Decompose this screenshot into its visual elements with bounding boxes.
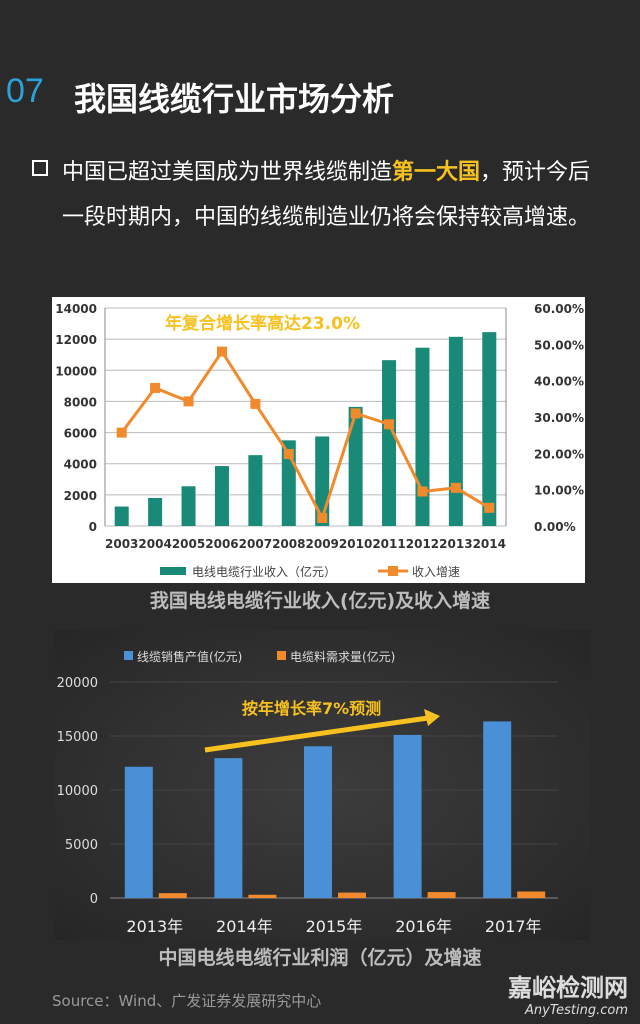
bar-material [427, 892, 456, 898]
x-tick-label: 2017年 [485, 917, 542, 936]
y2-tick-label: 0.00% [534, 520, 576, 534]
y-tick-label: 15000 [57, 730, 98, 745]
growth-line [120, 348, 491, 522]
legend-swatch-bar [160, 567, 186, 575]
x-tick-label: 2014年 [216, 917, 273, 936]
y-tick-label: 0 [90, 892, 98, 907]
growth-point [450, 482, 461, 493]
growth-point [250, 398, 261, 409]
x-tick-label: 2013年 [126, 917, 183, 936]
growth-point [384, 419, 395, 430]
chart1-caption: 我国电线电缆行业收入(亿元)及收入增速 [149, 590, 491, 612]
x-tick-label: 2007 [239, 537, 272, 551]
y-tick-label: 12000 [55, 333, 97, 347]
x-tick-label: 2015年 [306, 917, 363, 936]
source-text: Source：Wind、广发证券发展研究中心 [52, 992, 322, 1010]
y-tick-label: 0 [89, 520, 97, 534]
trend-arrow-shaft [204, 715, 429, 753]
bar [114, 506, 129, 526]
y2-tick-label: 50.00% [534, 338, 584, 352]
y-tick-label: 20000 [57, 676, 98, 691]
chart1-annotation: 年复合增长率高达23.0% [165, 313, 360, 334]
y-tick-label: 10000 [57, 784, 98, 799]
legend-swatch [277, 651, 286, 660]
bar [348, 406, 363, 526]
bar-material [517, 891, 546, 898]
y-tick-label: 10000 [55, 364, 97, 378]
x-tick-label: 2003 [105, 537, 138, 551]
y-tick-label: 2000 [64, 489, 97, 503]
growth-point [183, 396, 194, 407]
growth-point [317, 513, 328, 524]
bar-material [158, 893, 187, 898]
y2-tick-label: 40.00% [534, 375, 584, 389]
x-tick-label: 2016年 [395, 917, 452, 936]
x-tick-label: 2010 [339, 537, 372, 551]
y-tick-label: 14000 [55, 302, 97, 316]
growth-point [116, 427, 127, 438]
bar-material [338, 892, 366, 898]
legend-label: 电线电缆行业收入（亿元） [192, 564, 336, 579]
growth-point [417, 486, 428, 497]
legend-label: 收入增速 [412, 565, 460, 579]
y2-tick-label: 20.00% [534, 447, 584, 461]
y-tick-label: 5000 [65, 838, 98, 853]
bar [214, 466, 229, 526]
bar-sales [124, 766, 153, 898]
text-part: 中国已超过美国成为世界线缆制造 [62, 160, 393, 185]
text-part: ，预计今后一段时期内，中国的线缆制造业仍将会保持较高增速。 [62, 160, 591, 230]
watermark-cn: 嘉峪检测网 [508, 974, 628, 1002]
trend-arrow-icon [424, 709, 440, 726]
bar-material [248, 894, 277, 898]
bar [448, 336, 463, 526]
bar [248, 455, 263, 526]
chart2-annotation: 按年增长率7%预测 [242, 699, 381, 718]
growth-point [484, 502, 495, 513]
y2-tick-label: 10.00% [534, 484, 584, 498]
y-tick-label: 6000 [64, 427, 97, 441]
x-tick-label: 2006 [205, 537, 238, 551]
page-title: 我国线缆行业市场分析 [74, 80, 395, 118]
watermark: 嘉峪检测网 AnyTesting.com [508, 968, 628, 1018]
y2-tick-label: 30.00% [534, 411, 584, 425]
x-tick-label: 2008 [272, 537, 305, 551]
bullet-square-icon [32, 160, 48, 176]
bar [181, 486, 196, 526]
x-tick-label: 2014 [473, 537, 506, 551]
bar [148, 497, 163, 526]
bar [382, 360, 397, 526]
x-tick-label: 2013 [439, 537, 472, 551]
bar-sales [393, 734, 422, 898]
x-tick-label: 2005 [172, 537, 205, 551]
bar-sales [304, 746, 332, 898]
growth-point [283, 449, 294, 460]
x-tick-label: 2011 [372, 537, 405, 551]
chart2-caption: 中国电线电缆行业利润（亿元）及增速 [158, 947, 482, 969]
bar [315, 436, 330, 526]
x-tick-label: 2012 [406, 537, 439, 551]
y-tick-label: 8000 [64, 395, 97, 409]
y-tick-label: 4000 [64, 458, 97, 472]
legend-swatch [124, 651, 133, 660]
x-tick-label: 2004 [138, 537, 171, 551]
watermark-en: AnyTesting.com [524, 1003, 628, 1018]
bar-sales [214, 758, 243, 898]
growth-point [216, 346, 227, 357]
x-tick-label: 2009 [306, 537, 339, 551]
legend-label: 线缆销售产值(亿元) [137, 649, 242, 664]
growth-point [150, 382, 161, 393]
bar-sales [483, 721, 512, 898]
legend-label: 电缆料需求量(亿元) [290, 649, 395, 664]
section-number: 07 [6, 72, 44, 110]
y2-tick-label: 60.00% [534, 302, 584, 316]
bar [482, 332, 497, 526]
bullet-text: 中国已超过美国成为世界线缆制造第一大国，预计今后一段时期内，中国的线缆制造业仍将… [62, 150, 602, 240]
highlight-text: 第一大国 [392, 160, 481, 185]
growth-point [350, 408, 361, 419]
bar [415, 347, 430, 526]
legend-swatch-marker [388, 566, 398, 576]
